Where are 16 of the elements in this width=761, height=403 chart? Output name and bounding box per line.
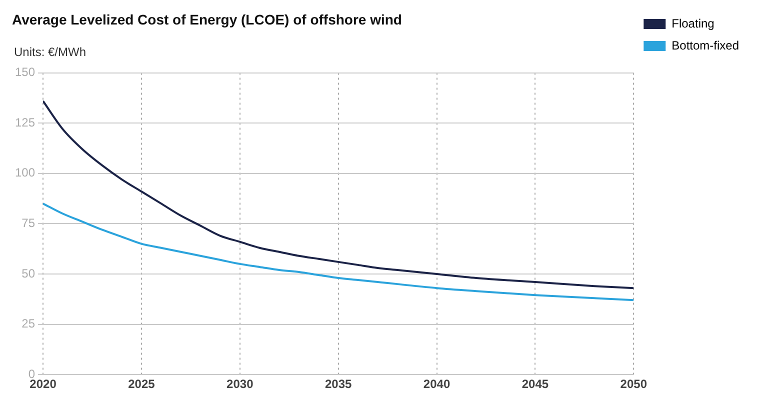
x-tick-label: 2025 (128, 377, 156, 392)
y-tick-label: 125 (14, 115, 36, 130)
x-tick-label: 2050 (620, 377, 648, 392)
y-tick-label: 150 (14, 65, 36, 80)
y-tick-label: 25 (22, 316, 36, 331)
y-tick-label: 50 (22, 266, 36, 280)
y-tick-label: 100 (14, 166, 36, 180)
x-tick-label: 2030 (226, 377, 254, 392)
y-tick-label: 75 (22, 216, 36, 230)
chart-title: Average Levelized Cost of Energy (LCOE) of offshore wind (12, 11, 402, 28)
legend-label: Bottom-fixed (672, 38, 739, 52)
x-tick-label: 2040 (423, 377, 450, 392)
y-axis-title: Units: €/MWh (14, 45, 86, 60)
legend-label: Floating (672, 16, 714, 30)
x-tick-label: 2045 (522, 377, 549, 392)
x-tick-label: 2035 (324, 377, 352, 392)
